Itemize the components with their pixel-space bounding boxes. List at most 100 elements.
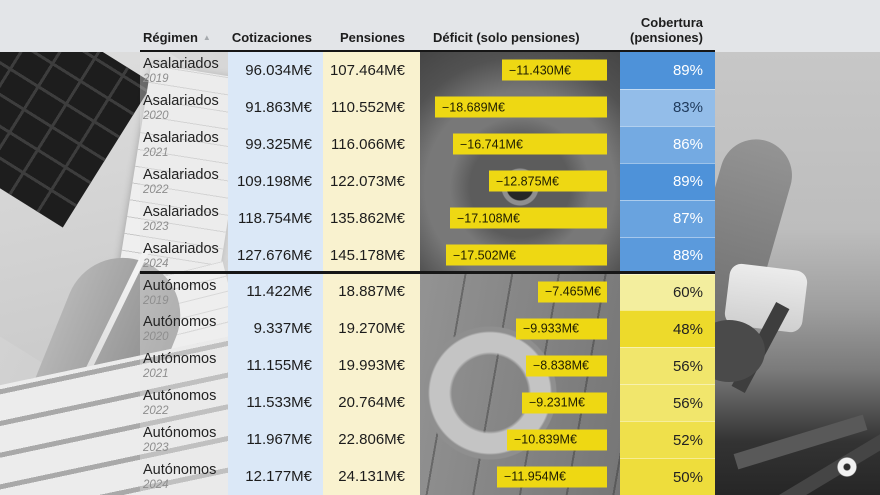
regimen-name: Asalariados <box>143 166 219 183</box>
cotizaciones-value: 11.422M€ <box>228 273 323 311</box>
pensiones-value: 22.806M€ <box>323 421 420 459</box>
deficit-bar: −11.430M€ <box>502 59 607 81</box>
cobertura-value: 87% <box>620 199 715 237</box>
pensiones-value: 122.073M€ <box>323 162 420 200</box>
cotizaciones-value: 118.754M€ <box>228 199 323 237</box>
column-header-cobertura[interactable]: Cobertura (pensiones) <box>620 15 715 45</box>
cotizaciones-value: 99.325M€ <box>228 125 323 163</box>
cotizaciones-value: 96.034M€ <box>228 52 323 89</box>
pensiones-value: 116.066M€ <box>323 125 420 163</box>
regimen-name: Asalariados <box>143 92 219 109</box>
deficit-cell: −18.689M€ <box>420 89 620 126</box>
column-header-pensiones[interactable]: Pensiones <box>339 30 405 45</box>
deficit-value: −17.108M€ <box>457 211 520 226</box>
deficit-value: −16.741M€ <box>460 137 523 152</box>
regimen-name: Asalariados <box>143 203 219 220</box>
regimen-name: Asalariados <box>143 240 219 257</box>
cobertura-value: 86% <box>620 125 715 163</box>
regimen-cell: Autónomos 2023 <box>140 421 228 459</box>
cotizaciones-value: 109.198M€ <box>228 162 323 200</box>
column-header-deficit[interactable]: Déficit (solo pensiones) <box>433 30 580 45</box>
cotizaciones-value: 12.177M€ <box>228 458 323 495</box>
cotizaciones-value: 9.337M€ <box>228 310 323 348</box>
regimen-cell: Autónomos 2020 <box>140 310 228 348</box>
cobertura-value: 89% <box>620 52 715 89</box>
pensiones-value: 24.131M€ <box>323 458 420 495</box>
pensiones-value: 107.464M€ <box>323 52 420 89</box>
regimen-cell: Autónomos 2022 <box>140 384 228 422</box>
deficit-bar: −10.839M€ <box>507 429 607 451</box>
deficit-value: −11.954M€ <box>504 469 566 484</box>
regimen-name: Asalariados <box>143 56 219 72</box>
deficit-cell: −16.741M€ <box>420 126 620 163</box>
regimen-year: 2020 <box>143 331 169 344</box>
group-divider-line <box>140 271 715 274</box>
table-row: Asalariados 2021 99.325M€ 116.066M€ −16.7… <box>140 125 715 163</box>
table-row: Autónomos 2023 11.967M€ 22.806M€ −10.839M… <box>140 421 715 459</box>
pensiones-value: 18.887M€ <box>323 273 420 311</box>
pensiones-value: 145.178M€ <box>323 236 420 274</box>
regimen-year: 2024 <box>143 257 169 270</box>
regimen-cell: Autónomos 2019 <box>140 273 228 311</box>
deficit-value: −7.465M€ <box>545 284 601 299</box>
pensiones-value: 135.862M€ <box>323 199 420 237</box>
regimen-cell: Asalariados 2020 <box>140 88 228 126</box>
column-header-cotizaciones[interactable]: Cotizaciones <box>231 30 312 45</box>
deficit-cell: −11.954M€ <box>420 458 620 495</box>
table-row: Asalariados 2019 96.034M€ 107.464M€ −11.4… <box>140 52 715 89</box>
deficit-bar: −7.465M€ <box>538 281 607 303</box>
regimen-year: 2021 <box>143 146 169 159</box>
regimen-cell: Asalariados 2019 <box>140 52 228 89</box>
deficit-value: −8.838M€ <box>533 358 589 373</box>
deficit-value: −10.839M€ <box>514 432 577 447</box>
hose-on-floor-photo <box>420 273 620 495</box>
regimen-name: Autónomos <box>143 388 217 405</box>
cobertura-value: 60% <box>620 273 715 311</box>
table-row: Asalariados 2022 109.198M€ 122.073M€ −12.… <box>140 162 715 200</box>
deficit-bar: −16.741M€ <box>453 133 607 155</box>
regimen-name: Autónomos <box>143 425 217 442</box>
regimen-year: 2023 <box>143 442 169 455</box>
regimen-cell: Asalariados 2021 <box>140 125 228 163</box>
regimen-year: 2020 <box>143 109 169 122</box>
table-row: Autónomos 2021 11.155M€ 19.993M€ −8.838M€… <box>140 347 715 385</box>
regimen-year: 2022 <box>143 183 169 196</box>
deficit-cell: −10.839M€ <box>420 421 620 458</box>
regimen-name: Autónomos <box>143 462 217 479</box>
deficit-bar: −12.875M€ <box>489 170 607 192</box>
regimen-year: 2019 <box>143 73 169 85</box>
deficit-value: −17.502M€ <box>453 248 516 263</box>
regimen-year: 2021 <box>143 368 169 381</box>
cobertura-header-line1: Cobertura <box>640 15 703 30</box>
regimen-cell: Asalariados 2023 <box>140 199 228 237</box>
regimen-name: Asalariados <box>143 129 219 146</box>
deficit-cell: −8.838M€ <box>420 347 620 384</box>
deficit-bar: −9.231M€ <box>522 392 607 414</box>
deficit-cell: −11.430M€ <box>420 52 620 89</box>
cotizaciones-value: 11.967M€ <box>228 421 323 459</box>
deficit-cell: −9.933M€ <box>420 310 620 347</box>
deficit-bar: −17.108M€ <box>450 207 607 229</box>
table-row: Autónomos 2020 9.337M€ 19.270M€ −9.933M€ … <box>140 310 715 348</box>
regimen-year: 2022 <box>143 405 169 418</box>
cobertura-value: 56% <box>620 347 715 385</box>
regimen-cell: Autónomos 2021 <box>140 347 228 385</box>
plumber-head-shape <box>715 320 765 382</box>
table-body: Asalariados 2019 96.034M€ 107.464M€ −11.4… <box>140 52 715 495</box>
table-row: Asalariados 2020 91.863M€ 110.552M€ −18.6… <box>140 88 715 126</box>
cobertura-value: 89% <box>620 162 715 200</box>
table-row: Autónomos 2024 12.177M€ 24.131M€ −11.954M… <box>140 458 715 495</box>
deficit-bar: −18.689M€ <box>435 96 607 118</box>
regimen-cell: Autónomos 2024 <box>140 458 228 495</box>
cotizaciones-value: 11.155M€ <box>228 347 323 385</box>
column-header-regimen[interactable]: Régimen ▲ <box>140 30 228 45</box>
pensiones-value: 19.270M€ <box>323 310 420 348</box>
cobertura-value: 48% <box>620 310 715 348</box>
regimen-name: Autónomos <box>143 351 217 368</box>
cotizaciones-value: 11.533M€ <box>228 384 323 422</box>
pensiones-value: 19.993M€ <box>323 347 420 385</box>
plumber-photo <box>715 52 880 495</box>
sink-drain-photo <box>420 52 620 273</box>
deficit-value: −12.875M€ <box>496 174 559 189</box>
sort-ascending-icon: ▲ <box>202 33 211 42</box>
